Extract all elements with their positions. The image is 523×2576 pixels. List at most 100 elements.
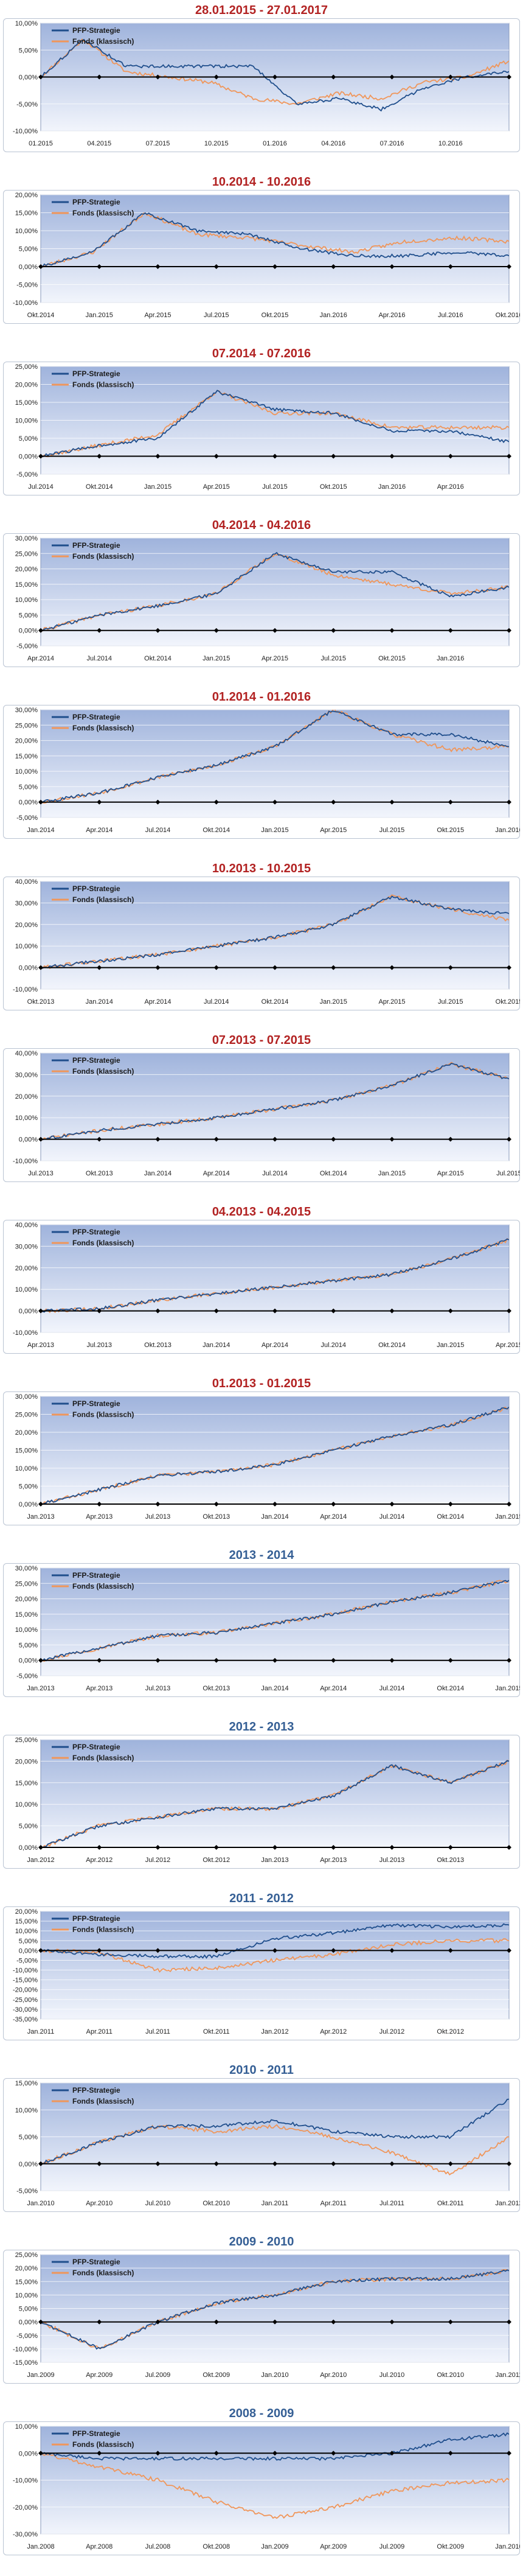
chart-panel: 10.2014 - 10.2016 20,00% 15,00% 10,00% 5,00%…	[0, 172, 523, 343]
legend: PFP-Strategie Fonds (klassisch)	[52, 713, 134, 732]
x-tick-label: Jul.2015	[438, 998, 463, 1006]
y-tick-label: 20,00%	[15, 1908, 38, 1916]
axis-marker	[97, 1845, 102, 1850]
chart-panel: 2011 - 2012 20,00% 15,00% 10,00% 5,00% 0,00% -…	[0, 1888, 523, 2060]
y-tick-label: -10,00%	[13, 299, 38, 307]
x-tick-label: Apr.2011	[320, 2200, 347, 2207]
x-tick-label: Okt.2015	[320, 483, 347, 491]
x-tick-label: Apr.2010	[320, 2371, 347, 2379]
x-tick-label: Apr.2015	[320, 827, 347, 834]
axis-marker	[97, 628, 102, 633]
y-tick-label: 30,00%	[15, 1243, 38, 1250]
axis-marker	[331, 1136, 336, 1142]
x-tick-label: Jul.2014	[320, 1342, 346, 1349]
plot-area	[40, 1567, 510, 1676]
x-tick-label: Okt.2014	[437, 1513, 464, 1521]
axis-marker	[155, 1136, 161, 1142]
legend-label: Fonds (klassisch)	[72, 1754, 134, 1762]
axis-marker	[389, 1948, 395, 1953]
line-chart: 30,00% 25,00% 20,00% 15,00% 10,00% 5,00% 0,00%…	[15, 707, 520, 834]
axis-marker	[448, 74, 453, 80]
legend-label: PFP-Strategie	[72, 2258, 120, 2266]
y-tick-label: 10,00%	[15, 597, 38, 604]
x-tick-label: Jan.2015	[495, 1513, 520, 1521]
axis-marker	[507, 1845, 511, 1850]
axis-marker	[155, 965, 161, 970]
legend: PFP-Strategie Fonds (klassisch)	[52, 198, 134, 217]
y-tick-label: 10,00%	[15, 228, 38, 235]
axis-marker	[213, 74, 219, 80]
x-tick-label: Jul.2014	[379, 1685, 405, 1692]
chart-panel: 07.2014 - 07.2016 25,00% 20,00% 15,00% 10,00…	[0, 343, 523, 515]
series-line-fund	[41, 38, 509, 105]
y-tick-label: 15,00%	[15, 753, 38, 760]
y-tick-label: -30,00%	[13, 2006, 38, 2014]
x-tick-label: Apr.2008	[86, 2543, 113, 2550]
axis-marker	[389, 965, 395, 970]
x-tick-label: Jul.2011	[379, 2200, 404, 2207]
axis-marker	[448, 1948, 453, 1953]
y-tick-label: 20,00%	[15, 382, 38, 389]
x-tick-label: Apr.2014	[27, 655, 54, 662]
line-chart: 10,00% 0,00% -10,00% -20,00% -30,00% Jan.2008…	[13, 2423, 520, 2550]
x-tick-label: Jan.2015	[378, 1170, 406, 1177]
axis-marker	[213, 1948, 219, 1953]
legend-label: PFP-Strategie	[72, 26, 120, 35]
y-tick-label: 10,00%	[15, 2292, 38, 2299]
x-tick-label: Jul.2008	[145, 2543, 171, 2550]
x-tick-label: Okt.2015	[378, 655, 406, 662]
x-tick-label: 10.2015	[204, 140, 229, 147]
axis-marker	[507, 1308, 511, 1314]
axis-marker	[97, 1948, 102, 1953]
axis-marker	[389, 1657, 395, 1663]
axis-marker	[38, 799, 43, 805]
x-tick-label: Apr.2013	[27, 1342, 54, 1349]
x-tick-label: Jan.2015	[320, 998, 347, 1006]
chart-title: 2011 - 2012	[229, 1892, 294, 1905]
axis-marker	[97, 965, 102, 970]
legend: PFP-Strategie Fonds (klassisch)	[52, 1571, 134, 1591]
x-tick-label: Apr.2011	[86, 2028, 113, 2035]
line-chart: 40,00% 30,00% 20,00% 10,00% 0,00% -10,00% Okt.…	[13, 878, 520, 1006]
legend-label: Fonds (klassisch)	[72, 209, 134, 217]
x-tick-label: Okt.2013	[27, 998, 55, 1006]
series-line-strategy	[41, 1580, 509, 1662]
chart-title: 2012 - 2013	[229, 1720, 294, 1734]
y-tick-label: -20,00%	[13, 2504, 38, 2511]
y-tick-label: 5,00%	[19, 1937, 38, 1945]
legend: PFP-Strategie Fonds (klassisch)	[52, 1399, 134, 1419]
axis-marker	[97, 453, 102, 459]
chart-panel: 01.2013 - 01.2015 30,00% 25,00% 20,00% 15,00…	[0, 1373, 523, 1545]
x-tick-label: Jul.2010	[145, 2200, 171, 2207]
series-line-strategy	[41, 1760, 509, 1847]
x-tick-label: Jul.2014	[86, 655, 112, 662]
y-tick-label: 10,00%	[15, 20, 38, 27]
x-tick-label: Apr.2014	[320, 1685, 347, 1692]
axis-marker	[97, 2161, 102, 2166]
y-tick-label: 30,00%	[15, 1393, 38, 1401]
legend-label: Fonds (klassisch)	[72, 1239, 134, 1247]
chart-panel: 07.2013 - 07.2015 40,00% 30,00% 20,00% 10,00…	[0, 1030, 523, 1202]
axis-marker	[448, 2451, 453, 2456]
x-tick-label: Okt.2013	[437, 1857, 464, 1864]
y-tick-label: 15,00%	[15, 1780, 38, 1787]
x-tick-label: Jan.2012	[261, 2028, 288, 2035]
x-tick-label: Jul.2014	[262, 1170, 288, 1177]
axis-marker	[331, 799, 336, 805]
x-tick-label: Jan.2015	[437, 1342, 464, 1349]
series-line-strategy	[41, 1063, 509, 1141]
legend-label: PFP-Strategie	[72, 713, 120, 721]
y-tick-label: 15,00%	[15, 1447, 38, 1455]
y-tick-label: 0,00%	[19, 264, 38, 271]
plot-area	[40, 1224, 510, 1333]
x-tick-label: Jan.2015	[261, 827, 288, 834]
x-tick-label: Apr.2016	[437, 483, 464, 491]
axis-marker	[448, 1308, 453, 1314]
x-tick-label: Jan.2013	[261, 1857, 288, 1864]
axis-marker	[448, 1136, 453, 1142]
x-tick-label: Apr.2014	[144, 998, 171, 1006]
axis-marker	[213, 965, 219, 970]
y-tick-label: 0,00%	[19, 1844, 38, 1852]
chart-panel: 01.2014 - 01.2016 30,00% 25,00% 20,00% 15,00…	[0, 687, 523, 858]
chart-title: 2010 - 2011	[229, 2063, 294, 2077]
